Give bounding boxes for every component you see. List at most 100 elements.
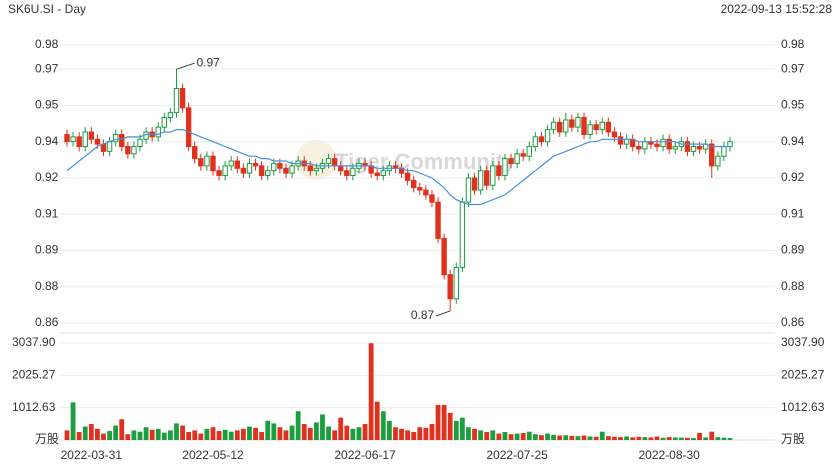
volume-bar xyxy=(508,434,514,440)
volume-bar xyxy=(295,411,301,440)
volume-bar xyxy=(532,434,538,440)
high-pointer xyxy=(176,62,195,70)
volume-bar xyxy=(210,427,216,440)
volume-bar xyxy=(520,432,526,440)
candle-body xyxy=(283,167,289,174)
candle-body xyxy=(575,117,581,128)
candle-body xyxy=(210,155,216,172)
volume-bar xyxy=(228,431,234,440)
candle-body xyxy=(605,121,612,133)
candle-body xyxy=(435,201,441,239)
volume-bar xyxy=(283,430,289,440)
volume-bar xyxy=(259,432,265,440)
volume-tick-label-right: 3037.90 xyxy=(781,335,825,349)
volume-bar xyxy=(721,437,727,440)
volume-bar xyxy=(551,434,557,440)
candle-body xyxy=(234,160,241,169)
candle-body xyxy=(666,138,672,150)
candle-body xyxy=(119,133,125,148)
volume-bar xyxy=(265,420,271,440)
volume-bar xyxy=(453,420,459,440)
volume-bar xyxy=(466,427,471,440)
candle-body xyxy=(179,88,186,109)
candle-body xyxy=(155,126,161,138)
candle-body xyxy=(623,138,630,145)
candle-body xyxy=(131,146,137,155)
candle-body xyxy=(569,119,575,128)
volume-bar xyxy=(113,425,119,440)
volume-bar xyxy=(155,428,161,440)
candle-body xyxy=(265,170,271,177)
volume-bar xyxy=(131,430,137,440)
candle-body xyxy=(599,121,605,131)
volume-bar xyxy=(502,432,508,440)
volume-bar xyxy=(198,433,204,440)
candle-body xyxy=(550,121,557,131)
volume-bar xyxy=(630,437,636,440)
y-tick-label: 0.92 xyxy=(35,170,59,184)
candle-body xyxy=(222,165,228,177)
volume-bar xyxy=(301,424,307,440)
volume-bar xyxy=(64,430,70,440)
volume-bar xyxy=(672,437,678,440)
volume-bar xyxy=(660,437,666,440)
x-tick-label: 2022-05-12 xyxy=(182,448,244,462)
candle-body xyxy=(459,201,466,268)
volume-bar xyxy=(496,433,502,440)
volume-bar xyxy=(472,428,477,440)
volume-bar xyxy=(411,432,417,440)
volume-bar xyxy=(82,426,88,440)
volume-bar xyxy=(374,401,380,440)
candle-body xyxy=(709,143,715,167)
volume-bar xyxy=(642,437,648,440)
candle-body xyxy=(508,158,514,164)
volume-tick-label: 3037.90 xyxy=(12,335,56,349)
candle-body xyxy=(228,160,234,167)
candle-body xyxy=(526,146,532,157)
y-tick-label: 0.86 xyxy=(35,315,59,329)
y-tick-label-right: 0.98 xyxy=(781,37,805,51)
candle-body xyxy=(192,146,198,160)
candle-body xyxy=(64,133,70,143)
candle-body xyxy=(331,158,338,167)
watermark: Tiger Community xyxy=(335,149,516,174)
volume-bar xyxy=(624,436,629,440)
candle-body xyxy=(82,131,88,148)
candle-body xyxy=(258,165,265,177)
candle-body xyxy=(453,266,459,300)
volume-bar xyxy=(441,404,447,440)
candle-body xyxy=(325,158,332,164)
candle-body xyxy=(465,177,472,203)
volume-bar xyxy=(289,425,295,440)
candle-body xyxy=(636,146,642,150)
candle-body xyxy=(125,146,131,155)
candle-body xyxy=(240,167,247,174)
volume-bar xyxy=(697,432,702,440)
y-tick-label-right: 0.97 xyxy=(781,61,805,75)
timestamp: 2022-09-13 15:52:28 xyxy=(721,2,833,16)
candle-body xyxy=(173,88,180,114)
volume-bar xyxy=(648,437,654,440)
candle-body xyxy=(727,141,733,148)
candle-body xyxy=(204,155,210,167)
volume-bar xyxy=(362,424,368,440)
candle-body xyxy=(344,170,350,177)
volume-bar xyxy=(575,436,581,440)
candle-body xyxy=(514,153,520,164)
volume-bar xyxy=(405,430,411,440)
x-tick-label: 2022-08-30 xyxy=(638,448,700,462)
candle-body xyxy=(76,136,82,148)
volume-bar xyxy=(234,430,240,440)
candle-body xyxy=(502,158,508,177)
y-tick-label: 0.95 xyxy=(35,98,59,112)
y-tick-label-right: 0.95 xyxy=(781,98,805,112)
volume-bar xyxy=(478,430,484,440)
candle-body xyxy=(271,162,277,172)
volume-bar xyxy=(307,427,313,440)
y-tick-label-right: 0.94 xyxy=(781,134,805,148)
candle-body xyxy=(161,117,168,128)
candle-body xyxy=(374,172,380,177)
volume-bar xyxy=(192,430,198,440)
volume-bar xyxy=(161,432,167,440)
